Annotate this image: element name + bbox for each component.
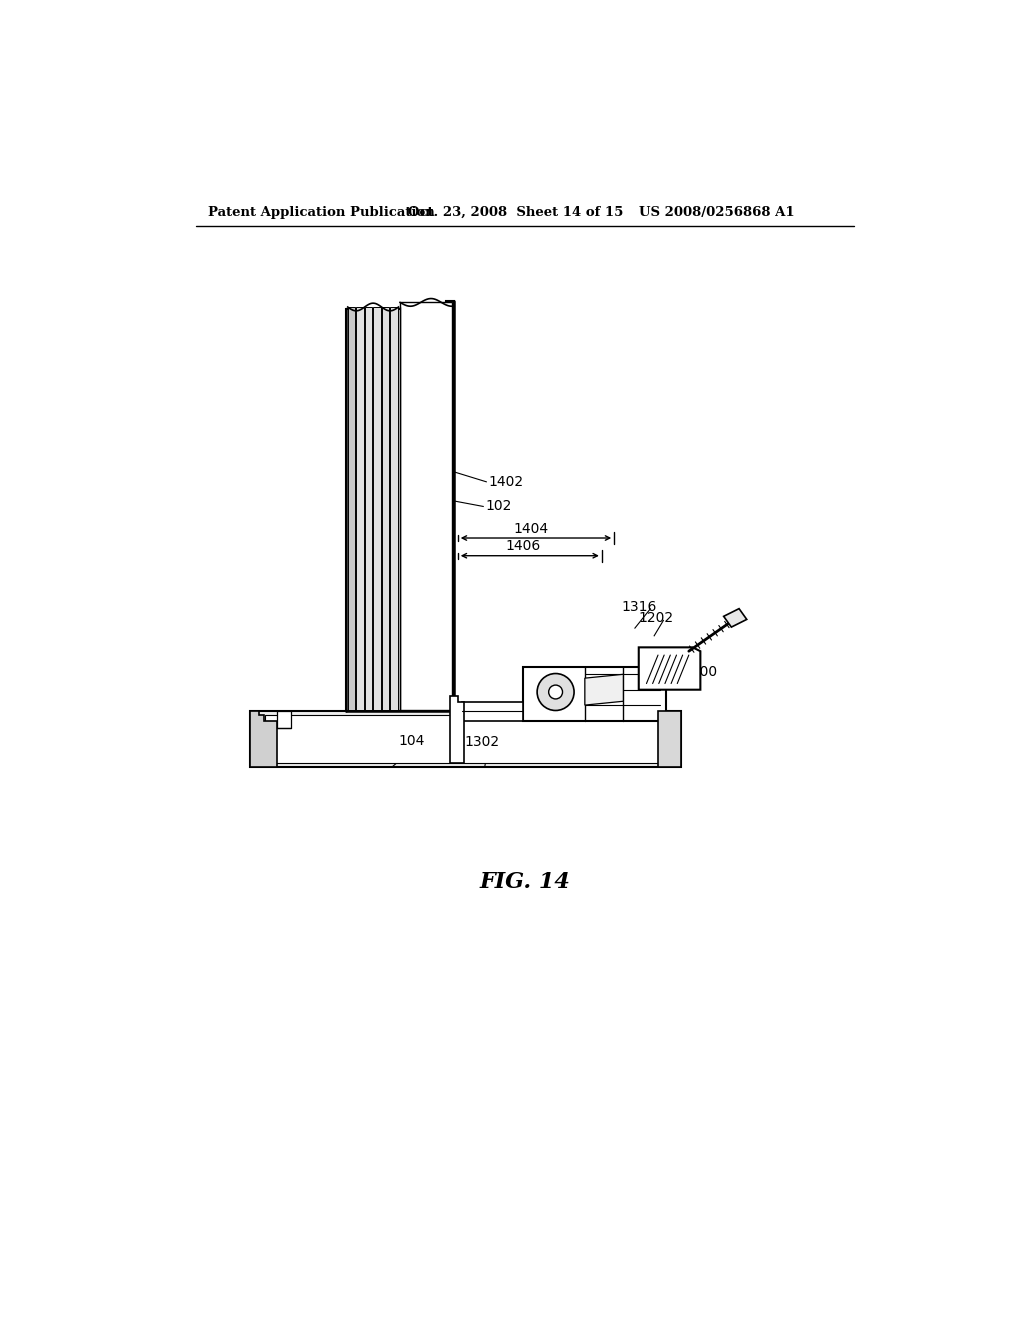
Text: 1406: 1406 — [506, 540, 541, 553]
Text: 1202: 1202 — [639, 611, 674, 626]
Circle shape — [538, 673, 574, 710]
Bar — [265, 715, 666, 763]
Circle shape — [549, 685, 562, 700]
Bar — [356, 308, 364, 710]
Bar — [462, 702, 523, 721]
Polygon shape — [639, 647, 700, 689]
Text: 1404: 1404 — [513, 521, 549, 536]
Polygon shape — [585, 675, 624, 705]
Bar — [348, 308, 355, 710]
Polygon shape — [451, 696, 464, 763]
Text: 1302: 1302 — [464, 735, 500, 748]
Text: Patent Application Publication: Patent Application Publication — [208, 206, 434, 219]
Polygon shape — [346, 301, 454, 711]
Bar — [250, 711, 681, 767]
Bar — [390, 308, 397, 710]
Text: Oct. 23, 2008  Sheet 14 of 15: Oct. 23, 2008 Sheet 14 of 15 — [408, 206, 624, 219]
Bar — [365, 308, 373, 710]
Text: 1316: 1316 — [622, 599, 657, 614]
Text: 1400: 1400 — [683, 665, 718, 678]
Text: 1402: 1402 — [488, 475, 523, 488]
Text: 102: 102 — [485, 499, 512, 513]
Bar — [382, 308, 389, 710]
Polygon shape — [250, 711, 276, 767]
Bar — [373, 308, 381, 710]
Text: FIG. 14: FIG. 14 — [479, 871, 570, 894]
Text: 104: 104 — [398, 734, 425, 747]
Polygon shape — [724, 609, 746, 627]
Bar — [400, 302, 452, 710]
Bar — [658, 711, 681, 767]
Bar — [276, 711, 291, 729]
Text: US 2008/0256868 A1: US 2008/0256868 A1 — [639, 206, 795, 219]
Bar — [523, 667, 666, 721]
